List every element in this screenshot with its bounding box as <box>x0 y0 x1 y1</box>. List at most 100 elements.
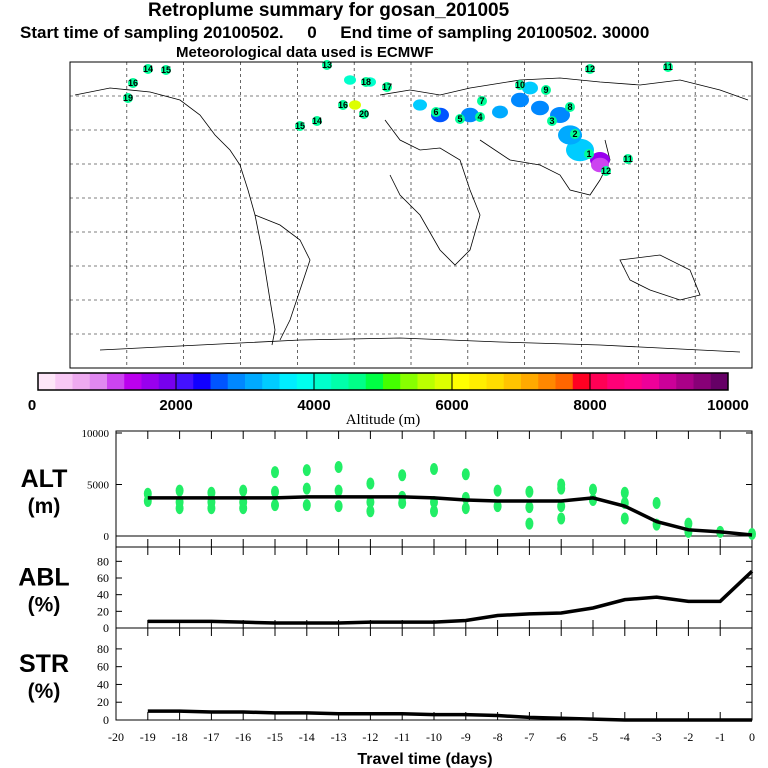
plume-label-marker <box>431 107 441 117</box>
colorbar-cell <box>55 373 73 390</box>
alt-scatter-point <box>620 512 629 525</box>
coastline <box>254 214 311 341</box>
plume-label-marker <box>143 64 153 74</box>
plume-label-marker <box>312 116 322 126</box>
plume-label-marker <box>585 64 595 74</box>
alt-scatter-point <box>461 502 470 515</box>
plume-label: 16 <box>128 78 138 88</box>
y-tick-label: 80 <box>97 642 109 656</box>
alt-scatter-point <box>239 502 248 515</box>
y-tick-label: 60 <box>97 571 109 585</box>
alt-scatter-point <box>207 502 216 515</box>
colorbar-cell <box>227 373 246 390</box>
alt-scatter-point <box>366 505 375 518</box>
alt-scatter-point <box>334 460 343 473</box>
alt-scatter-point <box>271 499 279 512</box>
colorbar-cell <box>245 373 263 390</box>
plume-label-marker <box>295 121 305 131</box>
alt-scatter-point <box>557 512 566 525</box>
plume-label-marker <box>477 96 487 106</box>
plume-cluster <box>344 75 356 85</box>
plume-label-marker <box>541 85 551 95</box>
x-tick-label: -11 <box>394 730 410 744</box>
plume-label: 11 <box>623 154 633 164</box>
coastline <box>379 77 749 101</box>
coastline <box>619 254 701 301</box>
colorbar-cell <box>38 373 56 390</box>
panel-label-abl: ABL <box>18 564 69 592</box>
plume-label: 14 <box>312 116 322 126</box>
y-tick-label: 0 <box>103 621 109 635</box>
alt-scatter-point <box>430 463 438 476</box>
alt-scatter-point <box>366 496 375 509</box>
plume-label: 4 <box>477 112 482 122</box>
colorbar-cell <box>89 373 108 390</box>
coastline <box>99 337 741 353</box>
colorbar-cell <box>607 373 625 390</box>
figure-title: Retroplume summary for gosan_201005 <box>148 0 510 21</box>
plume-label-marker <box>361 77 371 87</box>
colorbar-tick-label: 2000 <box>159 397 192 414</box>
colorbar-cell <box>538 373 556 390</box>
panel-frame-abl <box>115 546 753 629</box>
plume-label: 12 <box>585 64 595 74</box>
plume-label: 13 <box>322 60 332 70</box>
plume-label: 20 <box>359 109 369 119</box>
colorbar-cell <box>555 373 574 390</box>
plume-label: 10 <box>515 80 525 90</box>
colorbar-cell <box>193 373 211 390</box>
colorbar-cell <box>158 373 177 390</box>
colorbar-tick-label: 10000 <box>707 397 749 414</box>
alt-scatter-point <box>493 500 502 513</box>
plume-cluster <box>413 99 427 111</box>
plume-label: 17 <box>382 82 392 92</box>
plume-cluster <box>461 107 479 123</box>
alt-scatter-point <box>175 502 184 515</box>
colorbar-cell <box>417 373 436 390</box>
alt-scatter-point <box>461 491 470 504</box>
plume-label-marker <box>601 166 611 176</box>
plume-label-marker <box>338 100 348 110</box>
panel-label-alt: ALT <box>21 465 68 493</box>
x-tick-label: -17 <box>203 730 219 744</box>
plume-label: 15 <box>295 121 305 131</box>
x-tick-label: -3 <box>652 730 662 744</box>
alt-scatter-point <box>652 497 661 510</box>
alt-scatter-point <box>589 483 597 496</box>
x-tick-label: -18 <box>172 730 188 744</box>
x-tick-label: -16 <box>235 730 251 744</box>
plume-label: 2 <box>572 129 577 139</box>
sampling-times: Start time of sampling 20100502. 0 End t… <box>20 23 650 42</box>
alt-scatter-point <box>334 484 343 497</box>
alt-scatter-point <box>557 500 566 513</box>
plume-label: 1 <box>586 149 591 159</box>
plume-label: 16 <box>338 100 348 110</box>
plume-label: 14 <box>143 64 153 74</box>
x-axis-label: Travel time (days) <box>357 751 492 768</box>
y-tick-label: 20 <box>97 604 109 618</box>
plume-label: 3 <box>549 116 554 126</box>
colorbar-tick-label: 4000 <box>297 397 330 414</box>
series-line-alt <box>147 495 753 537</box>
panel-unit-alt: (m) <box>28 495 61 518</box>
alt-scatter-point <box>493 484 502 497</box>
x-tick-label: -19 <box>140 730 156 744</box>
y-tick-label: 0 <box>104 531 110 543</box>
colorbar-cell <box>314 373 332 390</box>
plume-label: 9 <box>543 85 548 95</box>
colorbar-cell <box>400 373 418 390</box>
panel-unit-str: (%) <box>28 680 61 703</box>
colorbar-cell <box>365 373 384 390</box>
y-tick-label: 10000 <box>82 428 110 440</box>
panel-unit-abl: (%) <box>28 594 61 617</box>
colorbar-tick-label: 6000 <box>435 397 468 414</box>
colorbar-cell <box>107 373 125 390</box>
plume-label: 19 <box>123 93 133 103</box>
alt-scatter-point <box>366 477 375 490</box>
x-tick-label: 0 <box>749 730 755 744</box>
y-tick-label: 40 <box>97 588 109 602</box>
colorbar-tick-label: 0 <box>28 397 36 414</box>
x-tick-label: -10 <box>426 730 442 744</box>
alt-scatter-point <box>175 484 184 497</box>
